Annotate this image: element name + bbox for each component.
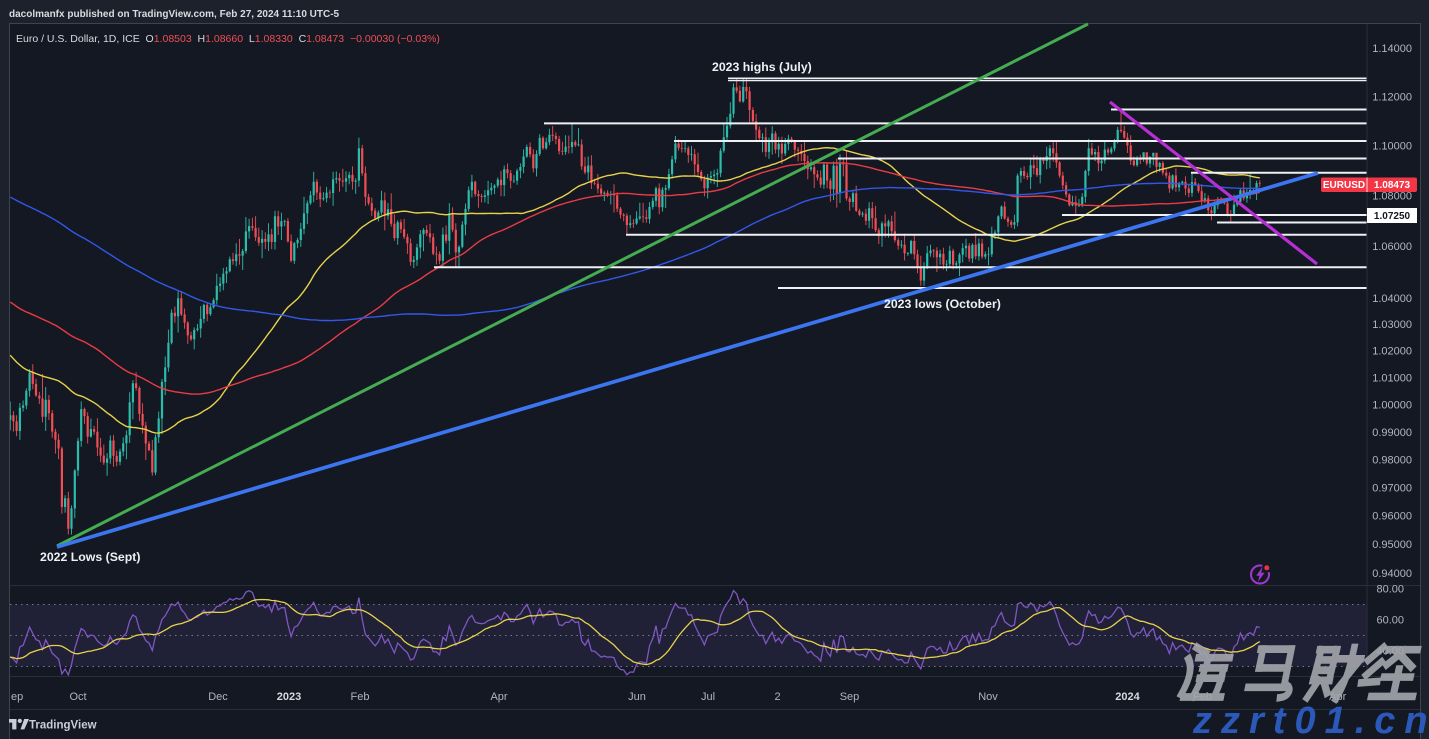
svg-text:1.10000: 1.10000 — [1372, 140, 1412, 152]
svg-text:60.00: 60.00 — [1376, 615, 1404, 627]
svg-text:80.00: 80.00 — [1376, 584, 1404, 596]
svg-text:1.08473: 1.08473 — [1374, 180, 1411, 191]
svg-text:1.14000: 1.14000 — [1372, 43, 1412, 55]
svg-text:0.96000: 0.96000 — [1372, 511, 1412, 523]
svg-text:Feb: Feb — [351, 691, 370, 703]
svg-text:TradingView: TradingView — [29, 720, 97, 732]
svg-text:2023 lows (October): 2023 lows (October) — [884, 297, 1001, 311]
svg-text:2023 highs (July): 2023 highs (July) — [712, 60, 812, 74]
svg-text:1.02000: 1.02000 — [1372, 346, 1412, 358]
svg-text:2023: 2023 — [277, 691, 301, 703]
svg-text:0.97000: 0.97000 — [1372, 482, 1412, 494]
svg-text:ep: ep — [11, 691, 23, 703]
svg-text:EURUSD: EURUSD — [1323, 180, 1365, 191]
svg-text:1.01000: 1.01000 — [1372, 373, 1412, 385]
svg-text:1.07250: 1.07250 — [1374, 211, 1411, 222]
svg-text:Dec: Dec — [208, 691, 228, 703]
svg-text:0.94000: 0.94000 — [1372, 568, 1412, 580]
svg-text:1.04000: 1.04000 — [1372, 293, 1412, 305]
svg-text:Euro / U.S. Dollar, 1D, ICE O: Euro / U.S. Dollar, 1D, ICE O1.08503 H1.… — [16, 33, 440, 45]
svg-text:0.95000: 0.95000 — [1372, 539, 1412, 551]
svg-text:0.98000: 0.98000 — [1372, 455, 1412, 467]
svg-text:Jul: Jul — [701, 691, 715, 703]
svg-text:zzrt01.cn: zzrt01.cn — [1192, 700, 1429, 739]
svg-text:Nov: Nov — [978, 691, 998, 703]
svg-text:Oct: Oct — [69, 691, 86, 703]
svg-text:2022 Lows (Sept): 2022 Lows (Sept) — [40, 550, 140, 564]
svg-text:2: 2 — [774, 691, 780, 703]
svg-text:1.08000: 1.08000 — [1372, 190, 1412, 202]
svg-text:1.06000: 1.06000 — [1372, 241, 1412, 253]
svg-text:1.00000: 1.00000 — [1372, 400, 1412, 412]
svg-text:2024: 2024 — [1115, 691, 1140, 703]
svg-text:Sep: Sep — [840, 691, 860, 703]
svg-text:Jun: Jun — [628, 691, 646, 703]
svg-text:1.12000: 1.12000 — [1372, 91, 1412, 103]
svg-text:dacolmanfx published on Tradin: dacolmanfx published on TradingView.com,… — [9, 9, 340, 20]
svg-text:0.99000: 0.99000 — [1372, 427, 1412, 439]
svg-text:1.03000: 1.03000 — [1372, 319, 1412, 331]
svg-text:Apr: Apr — [490, 691, 507, 703]
